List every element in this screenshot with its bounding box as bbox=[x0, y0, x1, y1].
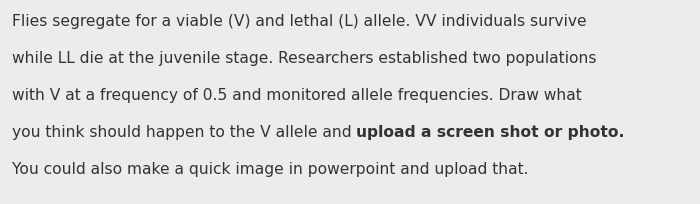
Text: upload a screen shot or photo.: upload a screen shot or photo. bbox=[356, 124, 625, 139]
Text: with V at a frequency of 0.5 and monitored allele frequencies. Draw what: with V at a frequency of 0.5 and monitor… bbox=[12, 88, 582, 102]
Text: while LL die at the juvenile stage. Researchers established two populations: while LL die at the juvenile stage. Rese… bbox=[12, 51, 596, 66]
Text: you think should happen to the V allele and: you think should happen to the V allele … bbox=[12, 124, 356, 139]
Text: You could also make a quick image in powerpoint and upload that.: You could also make a quick image in pow… bbox=[12, 161, 528, 176]
Text: Flies segregate for a viable (V) and lethal (L) allele. VV individuals survive: Flies segregate for a viable (V) and let… bbox=[12, 14, 587, 29]
